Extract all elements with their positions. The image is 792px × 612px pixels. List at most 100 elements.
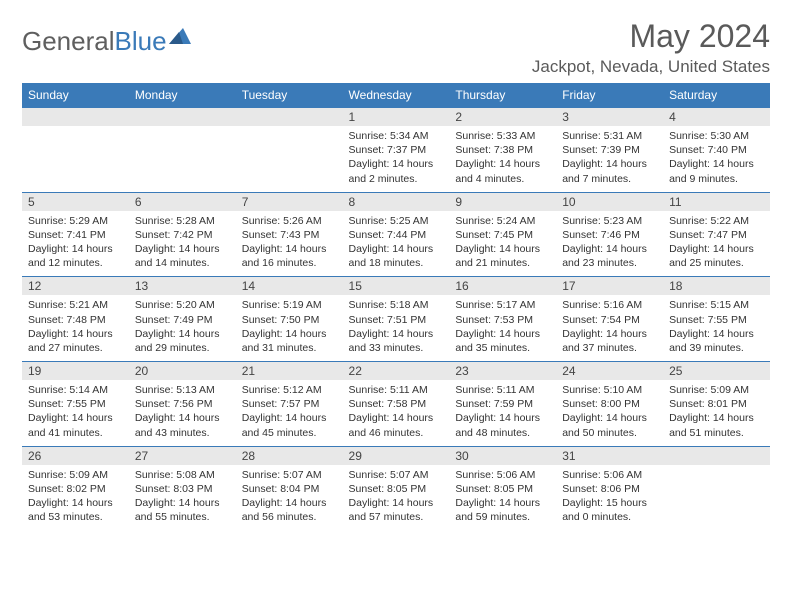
day-detail-cell: Sunrise: 5:25 AMSunset: 7:44 PMDaylight:… — [343, 211, 450, 277]
sunset-line: Sunset: 7:55 PM — [28, 397, 123, 411]
daylight-line: Daylight: 14 hours and 27 minutes. — [28, 327, 123, 355]
sunset-line: Sunset: 8:06 PM — [562, 482, 657, 496]
day-number-cell: 3 — [556, 108, 663, 127]
day-number-cell: 25 — [663, 362, 770, 381]
day-number-cell: 9 — [449, 192, 556, 211]
daylight-line: Daylight: 14 hours and 50 minutes. — [562, 411, 657, 439]
daylight-line: Daylight: 14 hours and 21 minutes. — [455, 242, 550, 270]
location-text: Jackpot, Nevada, United States — [532, 57, 770, 77]
sunset-line: Sunset: 7:41 PM — [28, 228, 123, 242]
day-detail-cell — [663, 465, 770, 531]
daylight-line: Daylight: 14 hours and 14 minutes. — [135, 242, 230, 270]
sunrise-line: Sunrise: 5:20 AM — [135, 298, 230, 312]
day-detail-cell: Sunrise: 5:17 AMSunset: 7:53 PMDaylight:… — [449, 295, 556, 361]
sunset-line: Sunset: 8:01 PM — [669, 397, 764, 411]
day-detail-cell: Sunrise: 5:07 AMSunset: 8:04 PMDaylight:… — [236, 465, 343, 531]
day-number-cell: 12 — [22, 277, 129, 296]
day-number-cell: 1 — [343, 108, 450, 127]
sunrise-line: Sunrise: 5:08 AM — [135, 468, 230, 482]
sunrise-line: Sunrise: 5:26 AM — [242, 214, 337, 228]
daylight-line: Daylight: 14 hours and 33 minutes. — [349, 327, 444, 355]
sunrise-line: Sunrise: 5:30 AM — [669, 129, 764, 143]
sunset-line: Sunset: 7:37 PM — [349, 143, 444, 157]
daylight-line: Daylight: 14 hours and 4 minutes. — [455, 157, 550, 185]
weekday-sunday: Sunday — [22, 83, 129, 108]
day-detail-cell: Sunrise: 5:29 AMSunset: 7:41 PMDaylight:… — [22, 211, 129, 277]
sunrise-line: Sunrise: 5:06 AM — [562, 468, 657, 482]
day-detail-cell — [129, 126, 236, 192]
day-detail-cell: Sunrise: 5:06 AMSunset: 8:06 PMDaylight:… — [556, 465, 663, 531]
sunset-line: Sunset: 7:39 PM — [562, 143, 657, 157]
sunset-line: Sunset: 7:42 PM — [135, 228, 230, 242]
logo-text-general: General — [22, 26, 115, 57]
day-number-cell: 29 — [343, 446, 450, 465]
day-detail-cell: Sunrise: 5:23 AMSunset: 7:46 PMDaylight:… — [556, 211, 663, 277]
sunrise-line: Sunrise: 5:11 AM — [349, 383, 444, 397]
day-number-row: 12131415161718 — [22, 277, 770, 296]
day-detail-cell: Sunrise: 5:08 AMSunset: 8:03 PMDaylight:… — [129, 465, 236, 531]
daylight-line: Daylight: 14 hours and 46 minutes. — [349, 411, 444, 439]
daylight-line: Daylight: 15 hours and 0 minutes. — [562, 496, 657, 524]
daylight-line: Daylight: 14 hours and 31 minutes. — [242, 327, 337, 355]
sunrise-line: Sunrise: 5:18 AM — [349, 298, 444, 312]
day-number-cell: 5 — [22, 192, 129, 211]
sunset-line: Sunset: 7:47 PM — [669, 228, 764, 242]
sunrise-line: Sunrise: 5:11 AM — [455, 383, 550, 397]
daylight-line: Daylight: 14 hours and 2 minutes. — [349, 157, 444, 185]
day-detail-cell: Sunrise: 5:07 AMSunset: 8:05 PMDaylight:… — [343, 465, 450, 531]
sunset-line: Sunset: 7:56 PM — [135, 397, 230, 411]
day-number-cell: 16 — [449, 277, 556, 296]
day-number-cell: 14 — [236, 277, 343, 296]
sunrise-line: Sunrise: 5:23 AM — [562, 214, 657, 228]
daylight-line: Daylight: 14 hours and 43 minutes. — [135, 411, 230, 439]
sunset-line: Sunset: 7:55 PM — [669, 313, 764, 327]
sunrise-line: Sunrise: 5:07 AM — [349, 468, 444, 482]
weekday-wednesday: Wednesday — [343, 83, 450, 108]
day-number-cell: 15 — [343, 277, 450, 296]
day-detail-row: Sunrise: 5:14 AMSunset: 7:55 PM Daylight:… — [22, 380, 770, 446]
sunrise-line: Sunrise: 5:33 AM — [455, 129, 550, 143]
day-number-cell — [236, 108, 343, 127]
day-number-cell — [129, 108, 236, 127]
weekday-friday: Friday — [556, 83, 663, 108]
logo-text-blue: Blue — [115, 26, 167, 57]
sunset-line: Sunset: 7:54 PM — [562, 313, 657, 327]
day-detail-cell: Sunrise: 5:34 AMSunset: 7:37 PMDaylight:… — [343, 126, 450, 192]
daylight-line: Daylight: 14 hours and 12 minutes. — [28, 242, 123, 270]
day-detail-cell — [22, 126, 129, 192]
day-number-cell: 4 — [663, 108, 770, 127]
sunset-line: Sunset: 7:59 PM — [455, 397, 550, 411]
sunrise-line: Sunrise: 5:13 AM — [135, 383, 230, 397]
day-detail-cell: Sunrise: 5:19 AMSunset: 7:50 PMDaylight:… — [236, 295, 343, 361]
day-detail-row: Sunrise: 5:09 AMSunset: 8:02 PMDaylight:… — [22, 465, 770, 531]
sunset-line: Sunset: 7:40 PM — [669, 143, 764, 157]
daylight-line: Daylight: 14 hours and 56 minutes. — [242, 496, 337, 524]
weekday-saturday: Saturday — [663, 83, 770, 108]
day-detail-cell: Sunrise: 5:21 AMSunset: 7:48 PMDaylight:… — [22, 295, 129, 361]
day-number-cell: 18 — [663, 277, 770, 296]
sunrise-line: Sunrise: 5:34 AM — [349, 129, 444, 143]
sunset-line: Sunset: 8:02 PM — [28, 482, 123, 496]
weekday-tuesday: Tuesday — [236, 83, 343, 108]
weekday-monday: Monday — [129, 83, 236, 108]
header: GeneralBlue May 2024 Jackpot, Nevada, Un… — [22, 18, 770, 77]
day-number-cell — [663, 446, 770, 465]
daylight-line: Daylight: 14 hours and 51 minutes. — [669, 411, 764, 439]
day-detail-row: Sunrise: 5:34 AMSunset: 7:37 PMDaylight:… — [22, 126, 770, 192]
sunrise-line: Sunrise: 5:21 AM — [28, 298, 123, 312]
daylight-line: Daylight: 14 hours and 29 minutes. — [135, 327, 230, 355]
sunset-line: Sunset: 7:38 PM — [455, 143, 550, 157]
day-number-cell: 19 — [22, 362, 129, 381]
daylight-line: Daylight: 14 hours and 48 minutes. — [455, 411, 550, 439]
sunrise-line: Sunrise: 5:31 AM — [562, 129, 657, 143]
day-number-cell: 31 — [556, 446, 663, 465]
day-detail-cell: Sunrise: 5:11 AMSunset: 7:58 PMDaylight:… — [343, 380, 450, 446]
sunrise-line: Sunrise: 5:15 AM — [669, 298, 764, 312]
day-detail-cell: Sunrise: 5:33 AMSunset: 7:38 PMDaylight:… — [449, 126, 556, 192]
day-number-cell: 23 — [449, 362, 556, 381]
sunset-line: Sunset: 8:05 PM — [349, 482, 444, 496]
sunrise-line: Sunrise: 5:28 AM — [135, 214, 230, 228]
sunrise-line: Sunrise: 5:14 AM — [28, 383, 123, 397]
sunrise-line: Sunrise: 5:10 AM — [562, 383, 657, 397]
day-detail-cell: Sunrise: 5:31 AMSunset: 7:39 PMDaylight:… — [556, 126, 663, 192]
